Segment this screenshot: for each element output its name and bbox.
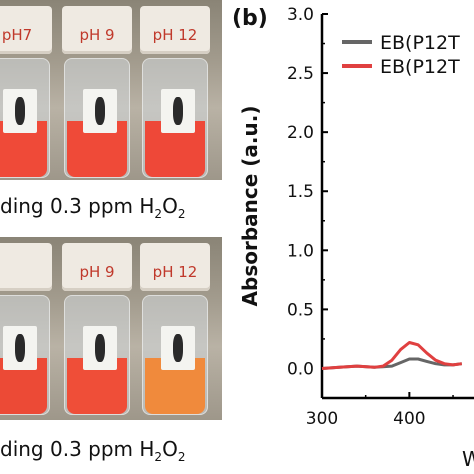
handwritten-mark	[15, 97, 25, 125]
y-tick-label: 2.0	[287, 123, 314, 143]
handwritten-mark	[95, 97, 105, 125]
y-tick-label: 1.5	[287, 182, 314, 202]
vials-photo-bottom: pH 9 pH 12	[0, 237, 222, 420]
handwritten-mark	[95, 334, 105, 362]
vial-sticker	[3, 326, 37, 370]
handwritten-mark	[173, 97, 183, 125]
vial-glass	[0, 58, 50, 178]
vial-1	[0, 243, 52, 415]
y-axis-label: Absorbance (a.u.)	[238, 106, 262, 307]
vial-sticker	[161, 326, 195, 370]
photo-caption-top: ding 0.3 ppm H2O2	[0, 194, 186, 221]
series-line-1	[321, 357, 463, 370]
x-axis-label: W	[462, 447, 474, 471]
panel-b-label: (b)	[232, 6, 268, 31]
vial-cap-label	[0, 243, 52, 291]
y-tick-label: 2.5	[287, 64, 314, 84]
vial-ph-label: pH 9	[79, 26, 115, 44]
y-tick-label: 0.0	[287, 359, 314, 379]
x-tick-label: 300	[306, 409, 338, 429]
vial-cap-label: pH 9	[62, 6, 132, 54]
vial-sticker	[3, 89, 37, 133]
handwritten-mark	[15, 334, 25, 362]
series-line-2	[321, 341, 463, 370]
y-tick-label: 3.0	[287, 5, 314, 25]
vial-sticker	[161, 89, 195, 133]
x-tick-label: 400	[393, 409, 425, 429]
vial-glass	[0, 295, 50, 415]
photo-caption-bottom: ding 0.3 ppm H2O2	[0, 437, 186, 464]
vial-ph-label: pH 12	[152, 263, 198, 281]
y-tick-label: 0.5	[287, 300, 314, 320]
vial-2: pH 9	[62, 243, 132, 415]
vial-cap-label: pH 9	[62, 243, 132, 291]
vial-2: pH 9	[62, 6, 132, 178]
vial-sticker	[83, 326, 117, 370]
vial-1: pH7	[0, 6, 52, 178]
vials-photo-top: pH7 pH 9 pH 12	[0, 0, 222, 180]
legend-label-2: EB(P12T	[380, 56, 460, 78]
vial-sticker	[83, 89, 117, 133]
vial-ph-label: pH 9	[79, 263, 115, 281]
vial-glass	[64, 295, 130, 415]
vial-ph-label: pH 12	[152, 26, 198, 44]
vial-glass	[64, 58, 130, 178]
vial-3: pH 12	[140, 243, 210, 415]
vial-cap-label: pH 12	[140, 243, 210, 291]
handwritten-mark	[173, 334, 183, 362]
vial-cap-label: pH 12	[140, 6, 210, 54]
vial-ph-label: pH7	[1, 26, 33, 44]
y-tick-label: 1.0	[287, 241, 314, 261]
vial-glass	[142, 58, 208, 178]
vial-3: pH 12	[140, 6, 210, 178]
legend-label-1: EB(P12T	[380, 32, 460, 54]
vial-glass	[142, 295, 208, 415]
vial-cap-label: pH7	[0, 6, 52, 54]
